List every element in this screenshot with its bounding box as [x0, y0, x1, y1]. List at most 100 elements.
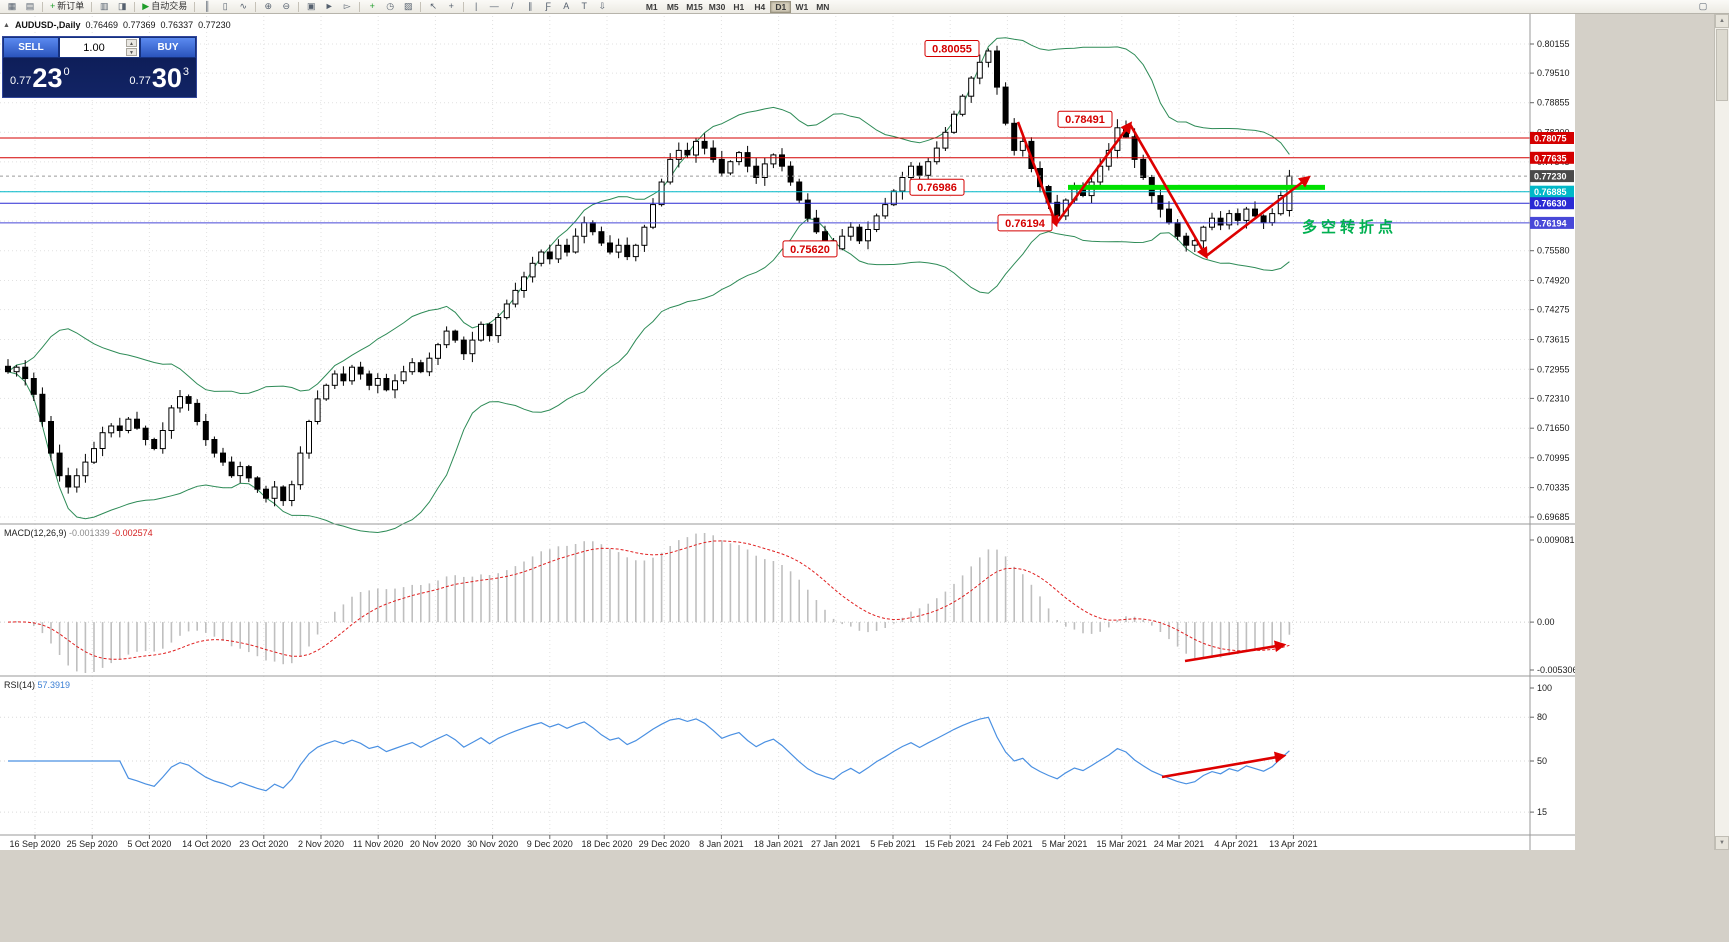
buy-button[interactable]: BUY: [140, 37, 196, 58]
scroll-track[interactable]: [1715, 102, 1729, 836]
volume-input[interactable]: 1.00 ▲ ▼: [59, 37, 140, 58]
buy-price[interactable]: 0.77 30 3: [129, 63, 189, 93]
fibonacci-button[interactable]: Ƒ: [539, 1, 557, 13]
bull-candle: [736, 152, 742, 163]
rsi-trend-arrow[interactable]: [1161, 751, 1287, 779]
volume-up-icon[interactable]: ▲: [126, 39, 137, 47]
date-axis-label[interactable]: 11 Nov 2020: [353, 839, 403, 849]
new-chart-button[interactable]: ▦: [3, 1, 21, 13]
date-axis-label[interactable]: 14 Oct 2020: [182, 839, 231, 849]
volume-down-icon[interactable]: ▼: [126, 48, 137, 56]
macd-main-value: -0.001339: [69, 528, 110, 538]
date-axis-label[interactable]: 8 Jan 2021: [699, 839, 744, 849]
timeframe-m15-button[interactable]: M15: [683, 1, 706, 13]
sell-button[interactable]: SELL: [3, 37, 59, 58]
bull-candle: [374, 378, 381, 386]
date-axis-label[interactable]: 29 Dec 2020: [639, 839, 690, 849]
cursor-button[interactable]: ↖: [424, 1, 442, 13]
chart-shift-button[interactable]: ▻: [338, 1, 356, 13]
autotrading-button[interactable]: ▶ 自动交易: [138, 1, 191, 13]
tile-windows-button[interactable]: ▣: [302, 1, 320, 13]
new-order-button[interactable]: + 新订单: [46, 1, 88, 13]
date-axis-label[interactable]: 13 Apr 2021: [1269, 839, 1318, 849]
templates-button[interactable]: ▨: [399, 1, 417, 13]
timeframe-m1-button[interactable]: M1: [641, 1, 662, 13]
trendline-button[interactable]: /: [503, 1, 521, 13]
turning-point-note[interactable]: 多空转折点: [1302, 218, 1397, 236]
bear-candle: [340, 373, 347, 382]
date-axis-label[interactable]: 2 Nov 2020: [298, 839, 344, 849]
scroll-down-icon[interactable]: ▼: [1715, 836, 1729, 850]
date-axis-label[interactable]: 27 Jan 2021: [811, 839, 861, 849]
date-axis-label[interactable]: 4 Apr 2021: [1214, 839, 1258, 849]
date-axis-label[interactable]: 15 Feb 2021: [925, 839, 976, 849]
arrows-dropdown-button[interactable]: ⇩: [593, 1, 611, 13]
timeframe-mn-button[interactable]: MN: [812, 1, 833, 13]
timeframe-d1-button[interactable]: D1: [770, 0, 792, 13]
bull-candle: [168, 407, 175, 431]
date-axis-label[interactable]: 24 Feb 2021: [982, 839, 1033, 849]
bear-candle: [30, 378, 37, 395]
timeframe-h4-button[interactable]: H4: [749, 1, 770, 13]
horizontal-line-button[interactable]: —: [485, 1, 503, 13]
bear-candle: [357, 366, 364, 375]
date-axis-label[interactable]: 30 Nov 2020: [467, 839, 518, 849]
text-label-button[interactable]: T: [575, 1, 593, 13]
date-axis-label[interactable]: 20 Nov 2020: [410, 839, 461, 849]
chart-candles-button[interactable]: ▯: [216, 1, 234, 13]
timeframe-m30-button[interactable]: M30: [706, 1, 729, 13]
vertical-scrollbar[interactable]: ▲ ▼: [1714, 14, 1729, 850]
scroll-thumb[interactable]: [1716, 29, 1728, 101]
vertical-line-button[interactable]: |: [467, 1, 485, 13]
date-axis-label[interactable]: 18 Jan 2021: [754, 839, 804, 849]
date-axis-label[interactable]: 5 Mar 2021: [1042, 839, 1088, 849]
bear-candle: [56, 452, 63, 477]
date-axis-label[interactable]: 25 Sep 2020: [67, 839, 118, 849]
chart-line-button[interactable]: ∿: [234, 1, 252, 13]
date-axis-label[interactable]: 18 Dec 2020: [581, 839, 632, 849]
price-callout-box[interactable]: [782, 240, 838, 258]
timeframe-h1-button[interactable]: H1: [728, 1, 749, 13]
date-axis-label[interactable]: 9 Dec 2020: [527, 839, 573, 849]
date-axis-label[interactable]: 23 Oct 2020: [239, 839, 288, 849]
chart-canvas[interactable]: 0.80055 0.78491 0.76986 0.76194 0.75620 多空转折点…: [0, 14, 1575, 850]
date-axis-label[interactable]: 16 Sep 2020: [9, 839, 60, 849]
date-axis-label[interactable]: 5 Feb 2021: [870, 839, 916, 849]
trend-arrow[interactable]: [1128, 123, 1208, 260]
crosshair-button[interactable]: +: [442, 1, 460, 13]
date-axis-label[interactable]: 15 Mar 2021: [1097, 839, 1148, 849]
trend-arrow[interactable]: [1054, 121, 1133, 225]
one-click-collapse-icon[interactable]: ▲: [3, 21, 10, 29]
text-button[interactable]: A: [557, 1, 575, 13]
bull-candle: [761, 163, 768, 178]
timeframe-w1-button[interactable]: W1: [791, 1, 812, 13]
price-callout-box[interactable]: [997, 214, 1053, 232]
trend-arrow[interactable]: [1016, 121, 1059, 228]
scroll-up-icon[interactable]: ▲: [1715, 14, 1729, 28]
market-watch-button[interactable]: ▥: [95, 1, 113, 13]
sell-price[interactable]: 0.77 23 0: [10, 63, 70, 93]
macd-trend-arrow[interactable]: [1184, 640, 1287, 663]
bull-candle: [667, 158, 674, 183]
periods-button[interactable]: ◷: [381, 1, 399, 13]
indicators-button[interactable]: +: [363, 1, 381, 13]
chart-bars-button[interactable]: ║: [198, 1, 216, 13]
price-callout-box[interactable]: [1057, 110, 1113, 128]
price-callout-box[interactable]: [909, 178, 965, 196]
date-axis-label[interactable]: 5 Oct 2020: [127, 839, 171, 849]
auto-scroll-button[interactable]: ►: [320, 1, 338, 13]
toolbar-separator: [134, 1, 136, 12]
fullscreen-button[interactable]: ▢: [1694, 1, 1712, 13]
zoom-in-button[interactable]: ⊕: [259, 1, 277, 13]
zoom-out-button[interactable]: ⊖: [277, 1, 295, 13]
date-axis-label[interactable]: 24 Mar 2021: [1154, 839, 1205, 849]
chart-profiles-button[interactable]: ▤: [21, 1, 39, 13]
bear-candle: [1252, 208, 1258, 217]
chart-shift-icon: ▻: [343, 1, 351, 11]
timeframe-m5-button[interactable]: M5: [662, 1, 683, 13]
chart-window[interactable]: 0.80055 0.78491 0.76986 0.76194 0.75620 多空转折点…: [0, 14, 1575, 850]
data-window-button[interactable]: ◨: [113, 1, 131, 13]
equidistant-channel-button[interactable]: ∥: [521, 1, 539, 13]
trend-arrow[interactable]: [1205, 175, 1311, 258]
price-callout-box[interactable]: [924, 40, 980, 57]
